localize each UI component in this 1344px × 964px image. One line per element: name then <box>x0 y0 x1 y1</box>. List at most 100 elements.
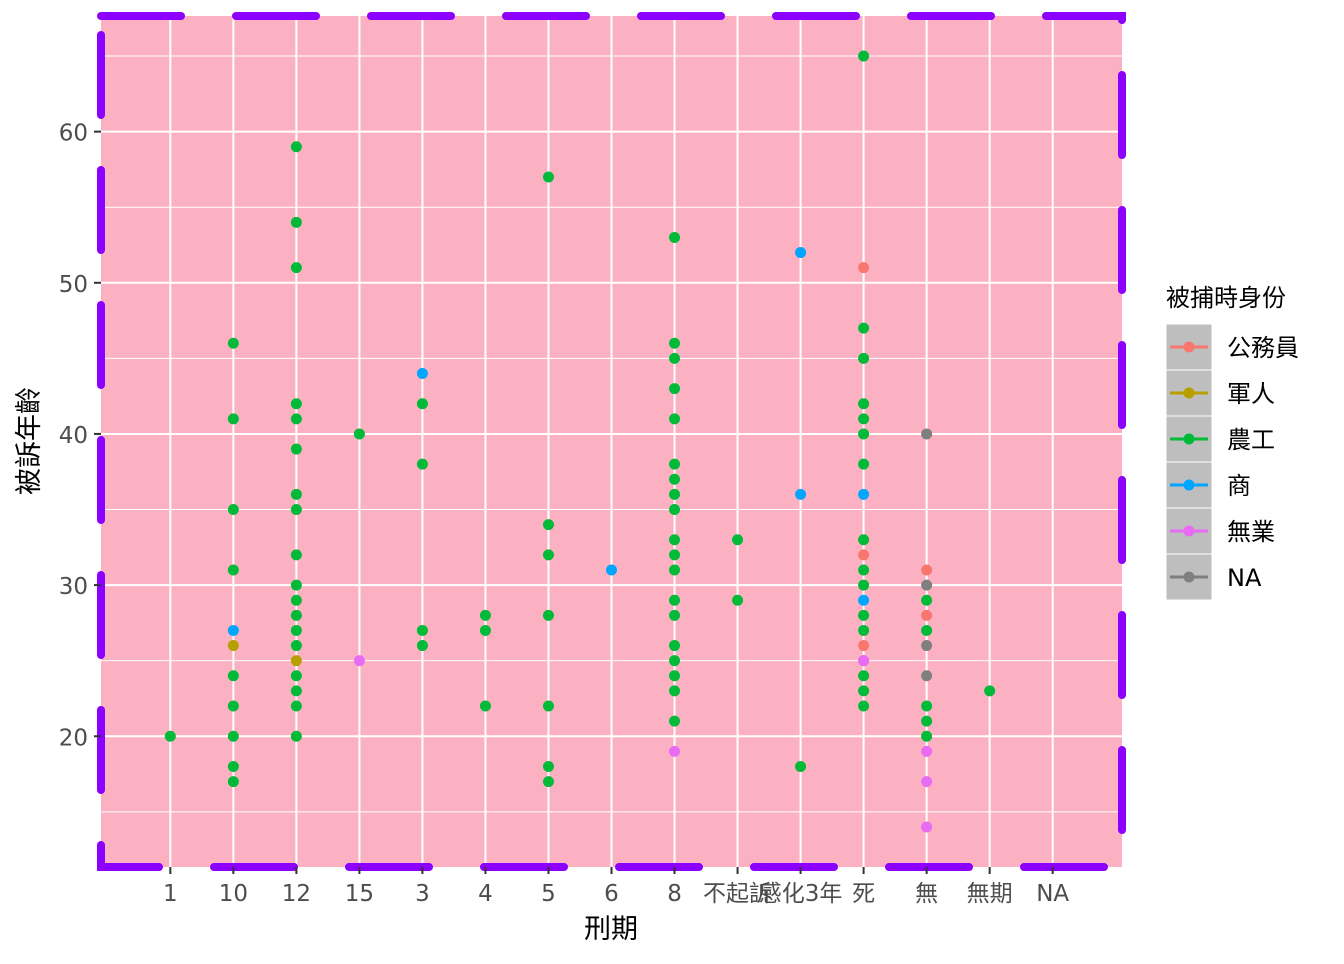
data-point <box>921 428 933 440</box>
data-point <box>479 700 491 712</box>
data-point <box>290 549 302 561</box>
legend-key-point <box>1183 387 1195 399</box>
data-point <box>669 609 681 621</box>
data-point <box>606 564 617 576</box>
data-point <box>290 579 302 591</box>
data-point <box>227 640 239 652</box>
data-point <box>542 760 554 772</box>
data-point <box>921 821 933 833</box>
y-tick-label: 20 <box>59 725 88 751</box>
legend-key-point <box>1183 341 1195 353</box>
data-points <box>164 50 996 833</box>
data-point <box>795 247 807 259</box>
x-tick-label: 4 <box>478 881 493 907</box>
x-tick-label: 無期 <box>967 881 1013 907</box>
data-point <box>984 685 996 697</box>
data-point <box>858 488 870 500</box>
data-point <box>669 715 681 727</box>
data-point <box>669 745 681 757</box>
data-point <box>858 579 870 591</box>
legend-entry-label: 軍人 <box>1227 380 1275 408</box>
data-point <box>542 171 554 183</box>
data-point <box>921 745 933 757</box>
data-point <box>290 413 302 425</box>
data-point <box>227 337 239 349</box>
data-point <box>858 594 870 606</box>
data-point <box>227 776 239 788</box>
legend-key-point <box>1183 525 1195 537</box>
data-point <box>479 609 491 621</box>
data-point <box>921 700 933 712</box>
data-point <box>416 640 428 652</box>
legend-entry-label: 農工 <box>1227 426 1275 454</box>
data-point <box>227 760 239 772</box>
data-point <box>290 443 302 455</box>
data-point <box>858 685 870 697</box>
y-tick-label: 30 <box>59 574 88 600</box>
data-point <box>858 700 870 712</box>
legend-key-point <box>1183 571 1195 583</box>
data-point <box>669 383 681 395</box>
y-axis-label: 被訴年齡 <box>14 387 45 495</box>
data-point <box>227 504 239 516</box>
y-axis: 20 30 40 50 60 <box>59 121 101 751</box>
x-axis-label: 刑期 <box>584 914 638 945</box>
data-point <box>921 579 933 591</box>
data-point <box>921 670 933 682</box>
data-point <box>858 549 870 561</box>
x-axis: 1 10 12 15 3 4 5 6 8 不起訴感化3年死 無 無期 NA <box>163 867 1069 907</box>
data-point <box>669 473 681 485</box>
data-point <box>858 398 870 410</box>
panel-border <box>97 12 1126 871</box>
data-point <box>858 534 870 546</box>
data-point <box>290 141 302 153</box>
legend-key-point <box>1183 433 1195 445</box>
data-point <box>732 534 744 546</box>
data-point <box>795 760 807 772</box>
data-point <box>669 337 681 349</box>
data-point <box>669 655 681 667</box>
data-point <box>858 413 870 425</box>
legend-title: 被捕時身份 <box>1166 284 1286 312</box>
data-point <box>290 488 302 500</box>
data-point <box>290 730 302 742</box>
x-tick-label: 12 <box>282 881 311 907</box>
x-tick-label: NA <box>1036 881 1069 907</box>
data-point <box>858 458 870 470</box>
legend-entry-label: 公務員 <box>1227 334 1299 362</box>
data-point <box>416 367 428 379</box>
data-point <box>858 50 870 62</box>
data-point <box>290 624 302 636</box>
data-point <box>416 624 428 636</box>
data-point <box>290 398 302 410</box>
y-tick-label: 50 <box>59 272 88 298</box>
data-point <box>290 609 302 621</box>
data-point <box>858 609 870 621</box>
data-point <box>542 609 554 621</box>
data-point <box>227 624 239 636</box>
data-point <box>669 534 681 546</box>
data-point <box>921 776 933 788</box>
data-point <box>227 670 239 682</box>
data-point <box>227 564 239 576</box>
data-point <box>669 670 681 682</box>
legend-entry-label: 無業 <box>1227 518 1275 546</box>
data-point <box>669 564 681 576</box>
data-point <box>921 730 933 742</box>
data-point <box>858 655 870 667</box>
data-point <box>669 488 681 500</box>
x-tick-label: 6 <box>604 881 619 907</box>
data-point <box>921 715 933 727</box>
data-point <box>416 458 428 470</box>
x-tick-label: 15 <box>345 881 374 907</box>
data-point <box>795 488 807 500</box>
data-point <box>669 458 681 470</box>
data-point <box>858 670 870 682</box>
legend-entry-label: 商 <box>1227 472 1251 500</box>
data-point <box>290 594 302 606</box>
data-point <box>858 624 870 636</box>
data-point <box>353 428 365 440</box>
data-point <box>921 624 933 636</box>
